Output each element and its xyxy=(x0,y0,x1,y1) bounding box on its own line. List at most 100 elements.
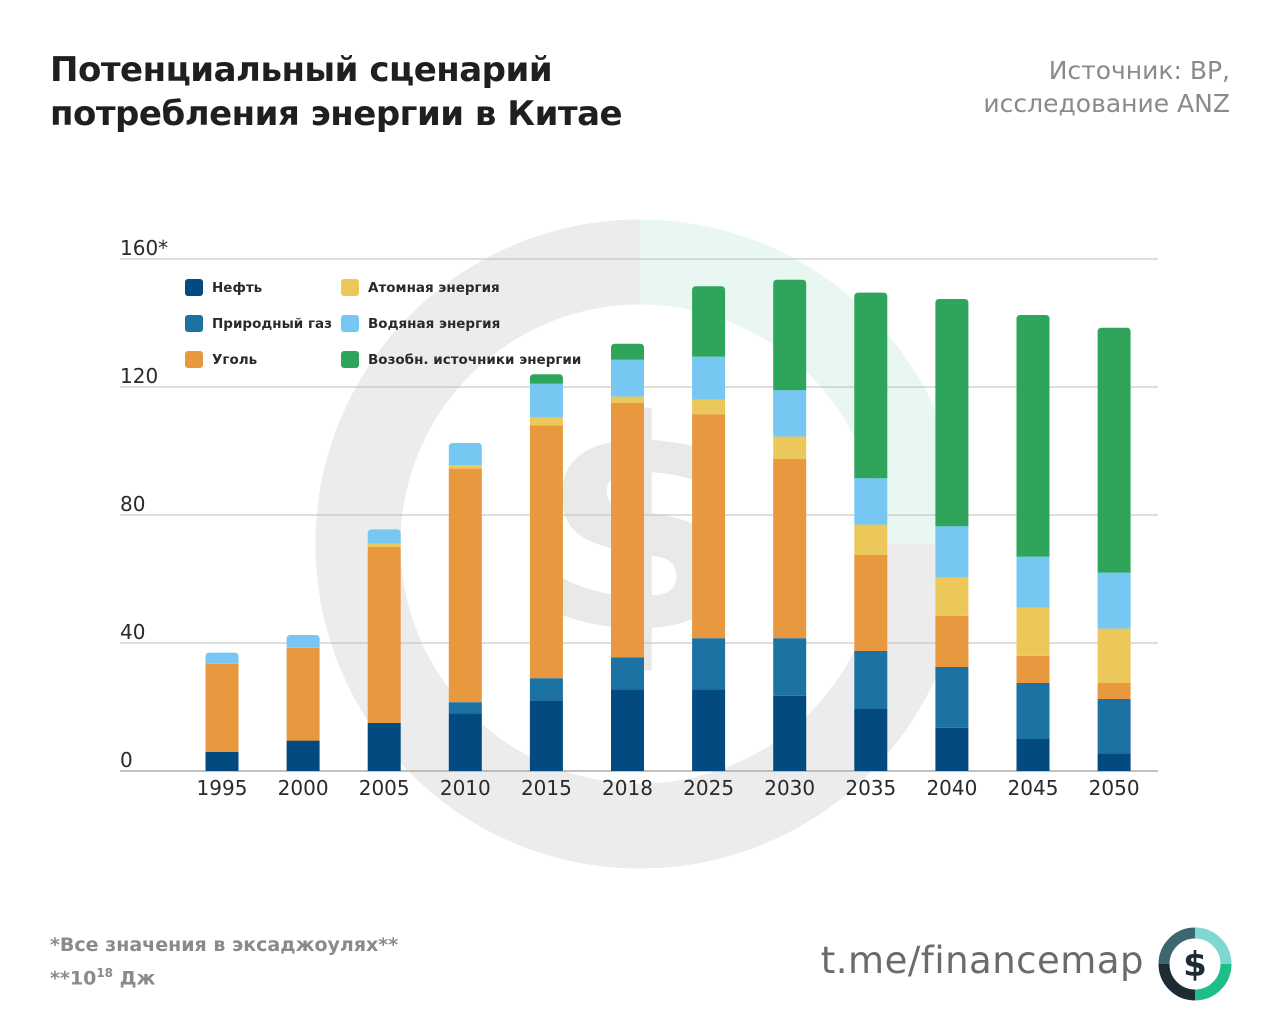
chart-title-line-2: потребления энергии в Китае xyxy=(50,94,623,134)
legend-swatch xyxy=(185,279,203,296)
footnote-exponent: 18 xyxy=(96,966,114,980)
bar-segment-nuclear-2018 xyxy=(611,396,644,403)
footnote-suffix: Дж xyxy=(113,967,156,990)
chart-title: Потенциальный сценарий потребления энерг… xyxy=(50,48,623,136)
x-tick-label: 2045 xyxy=(1008,776,1059,800)
bar-stack-2018 xyxy=(611,343,644,771)
legend-item-nuclear: Атомная энергия xyxy=(341,279,500,296)
bar-segment-hydro-2040 xyxy=(935,526,969,578)
financemap-logo-icon[interactable]: $ xyxy=(1158,927,1232,1001)
bar-segment-coal-2050 xyxy=(1097,683,1131,699)
legend-swatch xyxy=(185,351,203,368)
legend-swatch xyxy=(341,315,359,332)
bar-segment-hydro-2005 xyxy=(367,529,401,544)
unit-footnote: *Все значения в эксаджоулях** **1018 Дж xyxy=(50,931,398,992)
legend-item-gas: Природный газ xyxy=(185,315,332,332)
bar-segment-coal-2005 xyxy=(367,547,401,723)
x-tick-labels: 1995 2000 2005 2010 2015 2018 2025 2030 2035 2040… xyxy=(197,776,1140,800)
legend-label: Водяная энергия xyxy=(368,316,500,332)
bar-segment-nuclear-2025 xyxy=(692,399,726,415)
bar-segment-gas-2050 xyxy=(1097,699,1131,754)
legend-label: Атомная энергия xyxy=(368,280,500,296)
x-tick-label: 2040 xyxy=(926,776,977,800)
legend-label: Нефть xyxy=(212,280,262,296)
bar-segment-coal-1995 xyxy=(205,663,239,752)
bar-segment-coal-2010 xyxy=(448,468,482,703)
bar-stack-2010 xyxy=(448,443,482,771)
bar-segment-renewables-2018 xyxy=(611,343,644,360)
bar-stack-2035 xyxy=(854,292,888,771)
bar-segment-hydro-2035 xyxy=(854,478,888,525)
bar-stack-2030 xyxy=(773,279,807,771)
bar-segment-oil-2040 xyxy=(935,727,969,771)
bar-stack-2000 xyxy=(286,635,320,771)
bar-segment-oil-2005 xyxy=(367,723,401,771)
y-tick-labels: 0 40 80 120 160* xyxy=(120,236,168,772)
bar-segment-renewables-2045 xyxy=(1016,315,1050,557)
bar-segment-hydro-2000 xyxy=(286,635,320,648)
y-tick-label: 120 xyxy=(120,364,158,388)
logo-dollar-glyph: $ xyxy=(1183,945,1207,985)
x-tick-label: 2025 xyxy=(683,776,734,800)
legend-item-renewables: Возобн. источники энергии xyxy=(341,351,581,368)
legend-label: Природный газ xyxy=(212,316,332,332)
footnote-line-1: *Все значения в эксаджоулях** xyxy=(50,934,399,956)
y-tick-label: 0 xyxy=(120,748,133,772)
bar-segment-gas-2025 xyxy=(692,638,726,690)
bar-stack-2040 xyxy=(935,299,969,771)
legend-item-oil: Нефть xyxy=(185,279,262,296)
bar-segment-gas-2010 xyxy=(448,702,482,714)
bar-segment-oil-2025 xyxy=(692,689,726,771)
bar-segment-hydro-2010 xyxy=(448,443,482,466)
bar-segment-gas-2015 xyxy=(529,678,563,701)
legend: Нефть Природный газ Уголь Атомная энергия Во… xyxy=(185,279,581,368)
bar-segment-oil-2030 xyxy=(773,695,807,771)
x-tick-label: 2000 xyxy=(278,776,329,800)
bar-stack-1995 xyxy=(205,652,239,771)
x-tick-label: 2030 xyxy=(764,776,815,800)
bar-stack-2050 xyxy=(1097,327,1131,771)
stacked-bars xyxy=(205,279,1131,771)
bar-stack-2015 xyxy=(529,374,563,771)
bar-segment-renewables-2050 xyxy=(1097,327,1131,573)
bar-segment-oil-2050 xyxy=(1097,753,1131,771)
legend-label: Уголь xyxy=(212,352,257,368)
source-line-1: Источник: BP, xyxy=(1048,56,1230,85)
telegram-channel-link[interactable]: t.me/financemap xyxy=(820,939,1144,982)
legend-item-hydro: Водяная энергия xyxy=(341,315,500,332)
bar-segment-nuclear-2035 xyxy=(854,524,888,555)
bar-segment-oil-2035 xyxy=(854,708,888,771)
bar-segment-coal-2040 xyxy=(935,615,969,667)
chart-title-line-1: Потенциальный сценарий xyxy=(50,50,553,90)
bar-segment-hydro-2018 xyxy=(611,359,644,397)
source-line-2: исследование ANZ xyxy=(983,89,1230,118)
x-tick-label: 2010 xyxy=(440,776,491,800)
legend-swatch xyxy=(341,279,359,296)
bar-segment-gas-2030 xyxy=(773,638,807,696)
bar-segment-nuclear-2030 xyxy=(773,436,807,459)
bar-segment-renewables-2040 xyxy=(935,299,969,527)
bar-segment-hydro-2050 xyxy=(1097,572,1131,629)
bar-segment-gas-2018 xyxy=(611,657,644,690)
bar-segment-hydro-2045 xyxy=(1016,556,1050,608)
bar-segment-renewables-2035 xyxy=(854,292,888,479)
bar-segment-coal-2025 xyxy=(692,414,726,639)
bar-segment-gas-2040 xyxy=(935,667,969,728)
bar-segment-hydro-2015 xyxy=(529,383,563,418)
footnote-prefix: **10 xyxy=(50,967,97,990)
x-tick-label: 1995 xyxy=(197,776,248,800)
bar-segment-oil-2015 xyxy=(529,700,563,771)
bar-stack-2005 xyxy=(367,529,401,771)
bar-segment-oil-2045 xyxy=(1016,739,1050,771)
footnote-line-2: **1018 Дж xyxy=(50,959,398,992)
bar-segment-nuclear-2045 xyxy=(1016,607,1050,656)
bar-segment-nuclear-2015 xyxy=(529,417,563,426)
x-tick-label: 2035 xyxy=(845,776,896,800)
bar-segment-coal-2035 xyxy=(854,555,888,651)
source-note: Источник: BP, исследование ANZ xyxy=(983,54,1230,120)
bar-segment-coal-2030 xyxy=(773,459,807,639)
bar-segment-renewables-2015 xyxy=(529,374,563,384)
bar-stack-2025 xyxy=(692,286,726,771)
bar-segment-nuclear-2050 xyxy=(1097,628,1131,683)
